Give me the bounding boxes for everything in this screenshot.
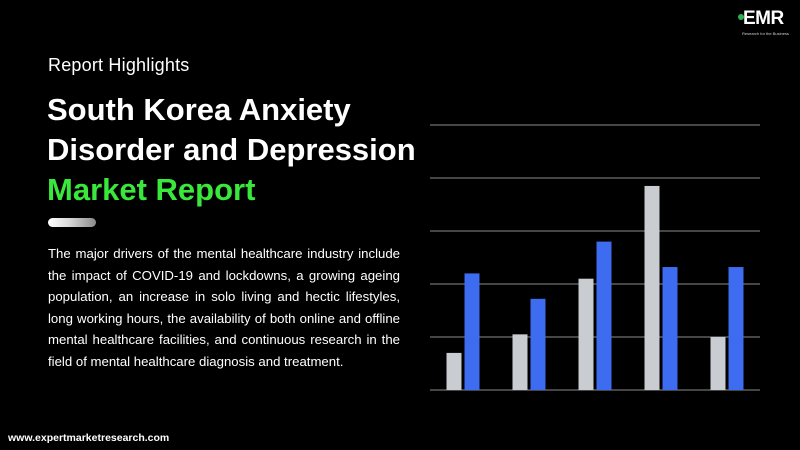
bar-series2-group1 — [464, 273, 480, 390]
globe-icon — [738, 14, 744, 20]
logo-mark: EMR — [743, 8, 784, 29]
emr-logo: EMR Research for the Business — [738, 8, 796, 38]
bar-series2-group4 — [662, 267, 678, 390]
title-line-1: South Korea Anxiety — [47, 92, 351, 127]
website-url: www.expertmarketresearch.com — [8, 432, 170, 444]
bar-series2-group5 — [728, 267, 744, 390]
bar-series1-group2 — [512, 334, 528, 390]
page-title: South Korea Anxiety Disorder and Depress… — [47, 90, 427, 210]
decorative-pill-divider — [48, 218, 96, 227]
report-highlights-label: Report Highlights — [48, 55, 190, 75]
bar-chart — [430, 124, 760, 391]
title-line-2: Disorder and Depression — [47, 132, 416, 167]
bar-series1-group5 — [710, 337, 726, 390]
report-description: The major drivers of the mental healthca… — [48, 246, 400, 369]
title-line-3-highlight: Market Report — [47, 172, 256, 207]
bar-series2-group3 — [596, 241, 612, 390]
bar-series1-group1 — [446, 352, 462, 390]
bar-series1-group3 — [578, 278, 594, 390]
bar-series2-group2 — [530, 298, 546, 390]
logo-tagline: Research for the Business — [742, 31, 789, 36]
bar-series1-group4 — [644, 185, 660, 390]
